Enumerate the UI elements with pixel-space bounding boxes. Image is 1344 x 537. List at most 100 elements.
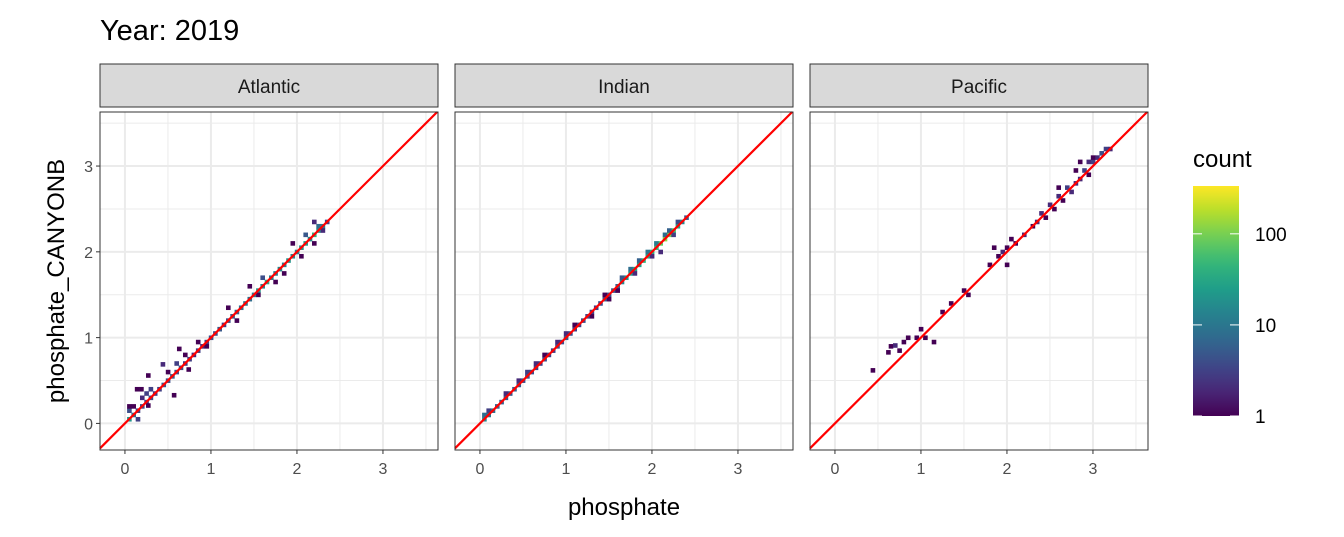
heatmap-bin	[658, 249, 664, 255]
heatmap-bin	[144, 391, 149, 396]
heatmap-bin	[139, 386, 144, 392]
facet-strip-label: Indian	[598, 77, 650, 98]
heatmap-bin	[516, 378, 522, 383]
heatmap-bin	[482, 412, 487, 418]
heatmap-bin	[606, 296, 612, 302]
heatmap-bin	[174, 361, 179, 366]
heatmap-bin	[1039, 211, 1044, 216]
heatmap-bin	[225, 305, 231, 311]
heatmap-bin	[1056, 185, 1062, 190]
legend-tick-label: 10	[1255, 316, 1276, 337]
heatmap-bin	[1009, 236, 1014, 242]
heatmap-bin	[165, 369, 171, 375]
reference-line-y-equals-x	[454, 111, 793, 450]
heatmap-bin	[260, 275, 265, 281]
heatmap-bin	[1090, 159, 1096, 165]
heatmap-bin	[632, 271, 638, 276]
heatmap-bin	[619, 275, 625, 281]
legend-colorbar	[1193, 186, 1239, 416]
heatmap-bin	[320, 228, 326, 233]
heatmap-bin	[182, 352, 188, 358]
x-tick-label: 3	[734, 461, 743, 478]
heatmap-bin	[186, 367, 192, 372]
legend-title: count	[1193, 146, 1252, 173]
heatmap-bin	[135, 416, 141, 422]
heatmap-bin	[628, 266, 633, 272]
heatmap-bin	[299, 253, 304, 259]
heatmap-bin	[914, 335, 920, 341]
heatmap-bin	[662, 232, 668, 238]
heatmap-bin	[589, 314, 595, 319]
heatmap-bin	[486, 408, 491, 413]
legend-tick-label: 1	[1255, 407, 1266, 428]
heatmap-bin	[1004, 245, 1010, 250]
heatmap-bin	[1095, 155, 1100, 160]
heatmap-bin	[127, 408, 132, 413]
panel-border	[809, 111, 1149, 451]
x-axis-label: phosphate	[568, 494, 680, 521]
heatmap-bin	[1082, 168, 1087, 173]
heatmap-bin	[870, 368, 876, 373]
y-tick-label: 1	[84, 331, 93, 348]
heatmap-bin	[1052, 206, 1057, 212]
x-tick-label: 3	[379, 461, 388, 478]
heatmap-bin	[649, 253, 655, 259]
heatmap-bin	[931, 339, 937, 345]
x-tick-label: 0	[830, 461, 839, 478]
heatmap-bin	[204, 344, 210, 349]
heatmap-bin	[148, 386, 154, 392]
heatmap-bin	[1073, 168, 1079, 173]
heatmap-bin	[615, 288, 620, 293]
chart-title: Year: 2019	[100, 15, 239, 47]
x-tick-label: 2	[1002, 461, 1011, 478]
heatmap-bin	[675, 219, 681, 225]
reference-line-y-equals-x	[99, 111, 438, 450]
facet-panel-indian: Indian 0 1 2 3	[454, 63, 794, 478]
facet-strip	[809, 63, 1149, 108]
heatmap-bin	[146, 403, 151, 408]
panel-border	[99, 111, 439, 451]
heatmap-bin	[923, 335, 928, 341]
heatmap-bin	[525, 369, 530, 375]
x-tick-label: 1	[916, 461, 925, 478]
heatmap-bin	[654, 241, 659, 246]
panel-border	[454, 111, 794, 451]
legend-tick-label: 100	[1255, 225, 1287, 246]
heatmap-bin	[996, 253, 1001, 259]
heatmap-bin	[1103, 146, 1109, 152]
heatmap-bin	[1000, 249, 1006, 255]
heatmap-bin	[1069, 189, 1074, 195]
heatmap-bin	[1090, 155, 1096, 160]
heatmap-bin	[671, 232, 676, 238]
heatmap-bin	[503, 391, 509, 396]
heatmap-bin	[1099, 151, 1105, 156]
y-tick-label: 3	[84, 159, 93, 176]
color-legend: count 1 10 100	[1193, 146, 1287, 428]
facet-strip-label: Pacific	[951, 77, 1007, 98]
heatmap-bin	[171, 392, 177, 398]
facet-strip	[99, 63, 439, 108]
heatmap-bin	[290, 241, 296, 246]
heatmap-bin	[139, 395, 145, 401]
heatmap-bin	[987, 262, 993, 268]
reference-line-y-equals-x	[809, 111, 1148, 450]
heatmap-bin	[636, 258, 642, 263]
heatmap-bin	[1077, 159, 1083, 165]
heatmap-bin	[1065, 185, 1070, 190]
heatmap-bin	[303, 232, 309, 238]
x-tick-label: 2	[292, 461, 301, 478]
heatmap-bin	[918, 326, 924, 332]
heatmap-bin	[886, 350, 891, 355]
heatmap-bin	[948, 301, 954, 306]
x-tick-label: 0	[475, 461, 484, 478]
heatmap-bin	[572, 322, 577, 328]
heatmap-bin	[897, 348, 902, 353]
heatmap-bin	[127, 404, 132, 409]
facet-panel-atlantic: Atlantic 0 1 2 3 0 1 2 3	[84, 63, 439, 478]
heatmap-bin	[281, 271, 287, 276]
x-tick-label: 1	[206, 461, 215, 478]
heatmap-bin	[1056, 193, 1062, 199]
heatmap-bin	[1004, 262, 1010, 268]
heatmap-bin	[312, 241, 317, 246]
heatmap-bin	[892, 343, 898, 348]
